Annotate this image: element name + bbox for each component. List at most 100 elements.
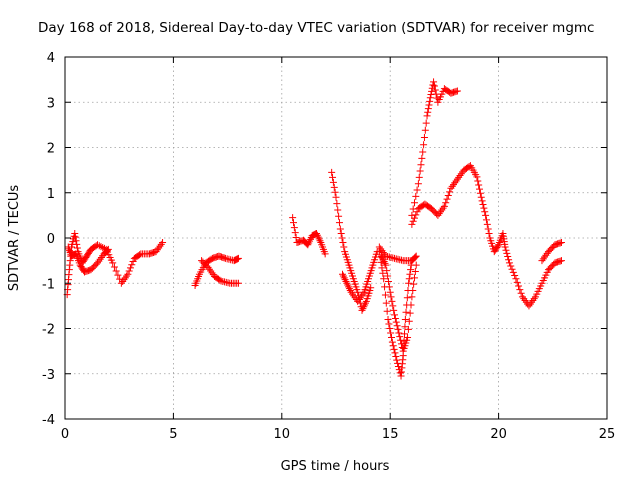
data-point	[508, 265, 516, 273]
data-point	[204, 263, 212, 271]
data-point	[339, 272, 347, 280]
data-point	[505, 259, 513, 267]
data-point	[385, 320, 393, 328]
data-point	[386, 325, 394, 332]
data-point	[412, 211, 420, 219]
data-point	[414, 180, 422, 188]
data-point	[378, 264, 386, 272]
data-point	[393, 322, 401, 330]
data-point	[306, 237, 314, 245]
data-point	[355, 296, 363, 304]
y-tick-label: -4	[42, 413, 55, 428]
data-point	[392, 318, 400, 326]
data-point	[395, 329, 403, 337]
data-point	[329, 173, 337, 181]
data-point	[513, 278, 521, 286]
data-point	[157, 240, 165, 248]
data-point	[511, 272, 519, 280]
data-point	[338, 234, 346, 242]
data-point	[457, 170, 465, 178]
data-point	[305, 239, 313, 247]
data-point	[422, 119, 430, 127]
data-point	[73, 240, 81, 248]
data-point	[125, 267, 133, 275]
data-point	[518, 293, 526, 301]
data-point	[384, 315, 392, 323]
data-point	[208, 269, 216, 277]
data-point	[408, 293, 416, 301]
data-point	[289, 214, 297, 222]
data-point	[406, 309, 414, 317]
series-seg-e	[289, 214, 329, 258]
data-point	[416, 167, 424, 175]
data-point	[71, 229, 79, 237]
data-point	[502, 246, 510, 254]
data-point	[484, 225, 492, 233]
data-point	[425, 101, 433, 109]
data-point	[509, 268, 517, 276]
y-tick-label: -1	[42, 277, 55, 292]
data-point	[504, 253, 512, 261]
data-point	[335, 219, 343, 227]
data-point	[356, 294, 364, 302]
data-point	[159, 239, 167, 247]
data-point	[448, 182, 456, 190]
data-point	[153, 246, 161, 254]
data-point	[117, 279, 125, 287]
data-point	[538, 257, 546, 265]
data-point	[434, 211, 442, 219]
data-point	[404, 334, 412, 342]
data-point	[557, 239, 565, 247]
data-point	[410, 274, 418, 282]
series-seg-b	[64, 243, 112, 276]
data-point	[413, 186, 421, 194]
data-point	[391, 315, 399, 323]
data-point	[103, 247, 111, 255]
data-point	[526, 300, 534, 308]
data-point	[557, 257, 565, 265]
data-point	[95, 242, 103, 250]
x-tick-label: 10	[274, 427, 291, 442]
data-point	[473, 173, 481, 181]
data-point	[505, 256, 513, 264]
data-points	[63, 78, 565, 380]
data-point	[436, 208, 444, 216]
data-point	[121, 274, 129, 282]
data-point	[389, 342, 397, 350]
data-point	[73, 244, 81, 252]
x-tick-label: 20	[490, 427, 507, 442]
data-point	[315, 235, 323, 243]
data-point	[405, 275, 413, 283]
data-point	[313, 231, 321, 239]
data-point	[453, 175, 461, 183]
data-point	[99, 244, 107, 252]
data-point	[114, 271, 122, 279]
data-point	[451, 179, 459, 187]
data-point	[503, 249, 511, 257]
data-point	[423, 112, 431, 120]
data-point	[482, 216, 490, 224]
y-tick-label: 2	[47, 142, 55, 157]
series-seg-c	[191, 252, 242, 290]
data-point	[347, 288, 355, 296]
data-point	[343, 279, 351, 287]
data-point	[525, 302, 533, 310]
data-point	[379, 269, 387, 277]
data-point	[408, 220, 416, 228]
data-point	[71, 233, 79, 241]
data-point	[156, 242, 164, 250]
data-point	[350, 292, 358, 300]
data-point	[361, 301, 369, 309]
data-point	[234, 279, 242, 287]
data-point	[410, 280, 418, 288]
y-tick-label: 3	[47, 96, 55, 111]
data-point	[65, 245, 73, 253]
data-point	[361, 299, 369, 307]
data-point	[412, 252, 420, 260]
series-seg-j	[375, 243, 420, 265]
y-axis-label: SDTVAR / TECUs	[7, 185, 22, 292]
data-point	[388, 334, 396, 342]
data-point	[112, 267, 120, 275]
data-point	[109, 259, 117, 267]
chart-title: Day 168 of 2018, Sidereal Day-to-day VTE…	[38, 20, 594, 36]
